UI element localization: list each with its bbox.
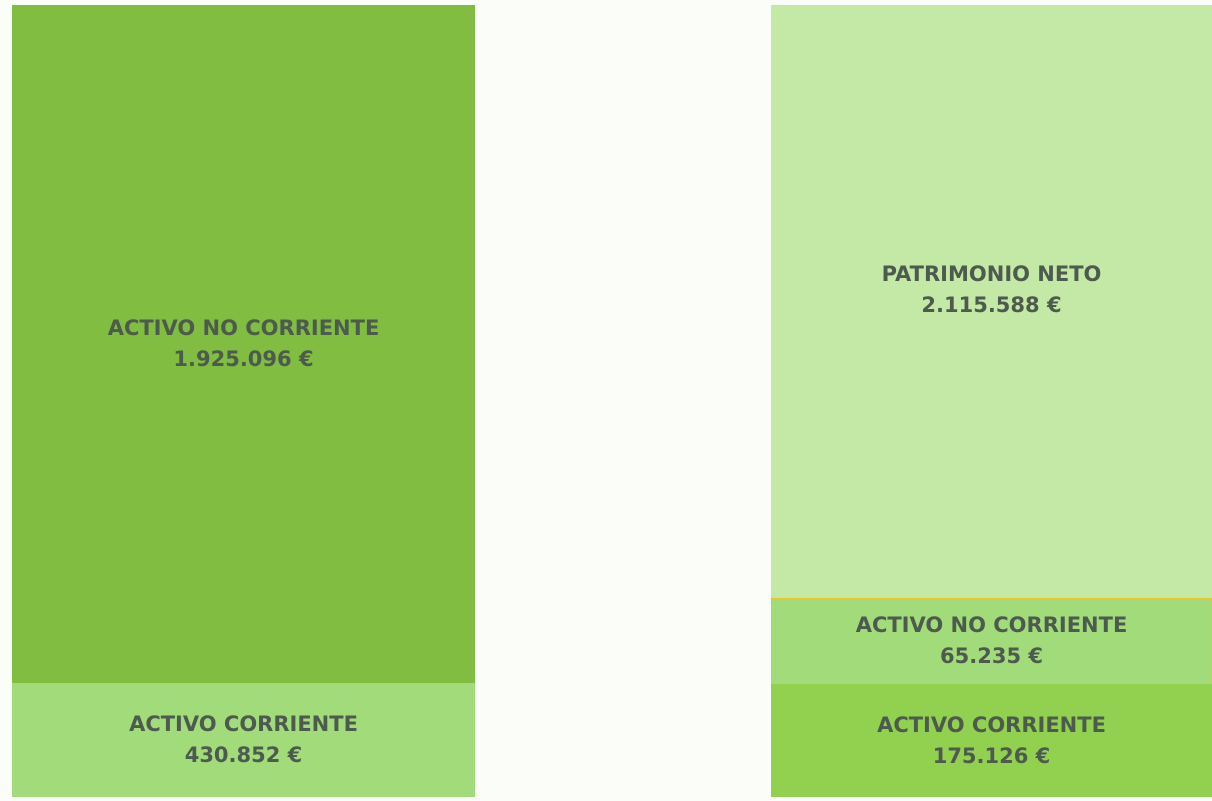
block-amount: 2.115.588 €	[921, 292, 1062, 317]
asset-block: ACTIVO CORRIENTE 430.852 €	[12, 683, 475, 797]
assets-column: ACTIVO NO CORRIENTE 1.925.096 € ACTIVO C…	[12, 5, 475, 797]
asset-block: ACTIVO NO CORRIENTE 1.925.096 €	[12, 5, 475, 683]
block-amount: 175.126 €	[932, 743, 1051, 768]
block-name: ACTIVO CORRIENTE	[129, 712, 358, 736]
liability-block: ACTIVO NO CORRIENTE 65.235 €	[771, 598, 1212, 684]
block-amount: 65.235 €	[940, 644, 1043, 668]
liability-block: ACTIVO CORRIENTE 175.126 €	[771, 684, 1212, 797]
liabilities-column: PATRIMONIO NETO 2.115.588 € ACTIVO NO CO…	[771, 5, 1212, 797]
block-name: ACTIVO NO CORRIENTE	[855, 613, 1128, 637]
block-amount: 1.925.096 €	[173, 347, 314, 371]
block-name: ACTIVO NO CORRIENTE	[107, 316, 380, 340]
block-name: ACTIVO CORRIENTE	[877, 712, 1106, 737]
block-amount: 430.852 €	[184, 743, 303, 767]
liability-block: PATRIMONIO NETO 2.115.588 €	[771, 5, 1212, 598]
block-name: PATRIMONIO NETO	[881, 261, 1102, 286]
